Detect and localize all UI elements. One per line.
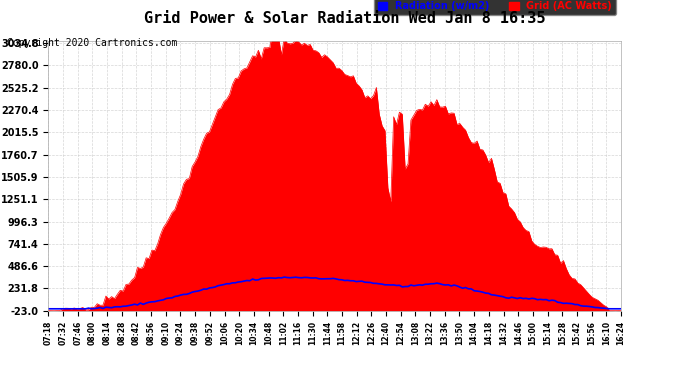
Text: Grid Power & Solar Radiation Wed Jan 8 16:35: Grid Power & Solar Radiation Wed Jan 8 1…: [144, 11, 546, 26]
Text: Copyright 2020 Cartronics.com: Copyright 2020 Cartronics.com: [7, 38, 177, 48]
Legend: Radiation (w/m2), Grid (AC Watts): Radiation (w/m2), Grid (AC Watts): [374, 0, 616, 15]
